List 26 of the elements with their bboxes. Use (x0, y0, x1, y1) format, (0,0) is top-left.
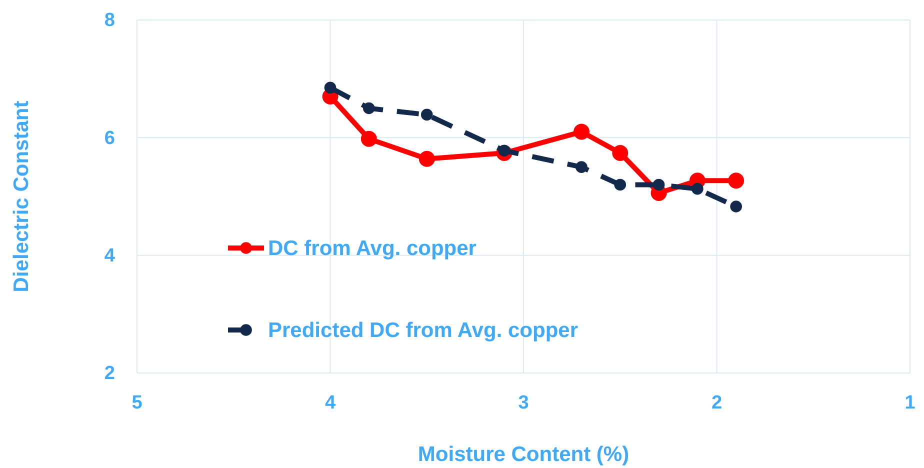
legend-label: DC from Avg. copper (268, 237, 476, 260)
y-tick-label: 8 (104, 10, 115, 32)
point (612, 145, 628, 161)
point (360, 130, 377, 147)
point (692, 182, 704, 195)
x-axis-title: Moisture Content (%) (418, 443, 630, 466)
point (728, 172, 744, 189)
x-tick-label: 2 (711, 392, 722, 414)
x-tick-label: 5 (132, 392, 143, 414)
point (730, 200, 742, 212)
x-tick-label: 1 (904, 392, 916, 414)
point (573, 124, 590, 140)
x-tick-label: 4 (324, 392, 336, 414)
x-tick-label: 3 (518, 392, 529, 414)
y-axis-title: Dielectric Constant (10, 100, 33, 292)
point (420, 108, 433, 121)
point (362, 102, 375, 114)
y-tick-label: 4 (104, 245, 116, 266)
point (324, 82, 336, 94)
point (614, 178, 626, 191)
point (652, 178, 665, 191)
point (418, 150, 435, 167)
y-tick-label: 2 (104, 363, 115, 384)
legend-label: Predicted DC from Avg. copper (268, 319, 578, 342)
y-tick-label: 6 (104, 128, 115, 149)
point (576, 161, 588, 173)
